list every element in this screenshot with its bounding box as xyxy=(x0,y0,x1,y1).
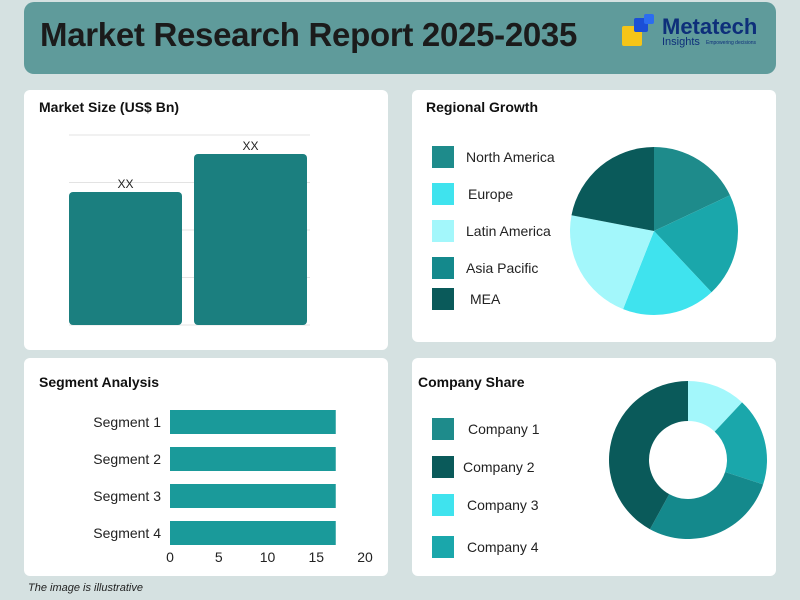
company-share-card: Company Share Company 1 Company 2 Company … xyxy=(412,358,776,576)
market-bar-data-label: XX xyxy=(117,177,133,191)
company-slice xyxy=(714,402,767,485)
segment-analysis-title: Segment Analysis xyxy=(39,374,160,390)
company-legend-label: Company 4 xyxy=(467,539,539,555)
segment-category-label: Segment 1 xyxy=(93,414,161,430)
regional-legend-label: Latin America xyxy=(466,223,551,239)
company-legend-label: Company 1 xyxy=(468,421,540,437)
regional-legend-label: Asia Pacific xyxy=(466,260,539,276)
company-slice xyxy=(688,381,743,432)
page-title: Market Research Report 2025-2035 xyxy=(40,16,578,53)
market-bar xyxy=(69,192,182,325)
segment-category-label: Segment 3 xyxy=(93,488,161,504)
company-legend-swatch xyxy=(432,456,454,478)
regional-slice xyxy=(570,215,654,310)
logo-brand-text: Metatech xyxy=(662,14,758,39)
company-donut-chart xyxy=(609,381,767,539)
report-header: Market Research Report 2025-2035 Metatec… xyxy=(24,2,776,74)
segment-bar xyxy=(170,447,336,471)
company-slice xyxy=(649,472,764,539)
company-legend-swatch xyxy=(432,536,454,558)
regional-growth-title: Regional Growth xyxy=(426,99,538,115)
logo-blue-square-small xyxy=(644,14,654,24)
regional-legend-swatch xyxy=(432,146,454,168)
segment-analysis-card: Segment Analysis Segment 1 Segment 2 Segme… xyxy=(24,358,388,576)
market-bar-data-label: XX xyxy=(242,139,258,153)
segment-x-tick-label: 15 xyxy=(308,549,324,565)
segment-category-label: Segment 2 xyxy=(93,451,161,467)
regional-legend-swatch xyxy=(432,183,454,205)
regional-slice xyxy=(654,195,738,293)
regional-legend-swatch xyxy=(432,257,454,279)
company-legend-label: Company 2 xyxy=(463,459,535,475)
segment-bar xyxy=(170,484,336,508)
segment-x-tick-label: 0 xyxy=(166,549,174,565)
logo-tagline: Empowering decisions xyxy=(706,40,757,46)
company-legend-label: Company 3 xyxy=(467,497,539,513)
regional-legend-swatch xyxy=(432,220,454,242)
segment-bar xyxy=(170,521,336,545)
regional-pie-chart xyxy=(570,147,738,315)
regional-slice xyxy=(654,147,731,231)
segment-x-tick-label: 20 xyxy=(357,549,373,565)
segment-bar-chart: Segment 1 Segment 2 Segment 3 Segment 4 0 5 10… xyxy=(93,410,373,565)
segment-category-label: Segment 4 xyxy=(93,525,161,541)
logo-sub-text: Insights xyxy=(662,36,700,48)
company-legend-swatch xyxy=(432,418,454,440)
market-size-card: Market Size (US$ Bn) XX XX xyxy=(24,90,388,350)
segment-bar xyxy=(170,410,336,434)
regional-legend-swatch xyxy=(432,288,454,310)
regional-slice xyxy=(623,231,712,315)
segment-x-tick-label: 10 xyxy=(260,549,276,565)
regional-slice xyxy=(571,147,654,231)
regional-legend-label: North America xyxy=(466,149,555,165)
market-bar xyxy=(194,154,307,325)
market-size-chart: XX XX xyxy=(69,134,310,326)
company-slice xyxy=(609,381,688,530)
segment-x-tick-label: 5 xyxy=(215,549,223,565)
company-logo: Metatech Insights Empowering decisions xyxy=(622,12,772,56)
footnote: The image is illustrative xyxy=(28,582,143,594)
regional-legend-label: MEA xyxy=(470,291,501,307)
company-legend-swatch xyxy=(432,494,454,516)
company-share-title: Company Share xyxy=(418,374,525,390)
market-size-title: Market Size (US$ Bn) xyxy=(39,99,180,115)
regional-legend-label: Europe xyxy=(468,186,514,202)
regional-growth-card: Regional Growth North America Europe Latin… xyxy=(412,90,776,342)
